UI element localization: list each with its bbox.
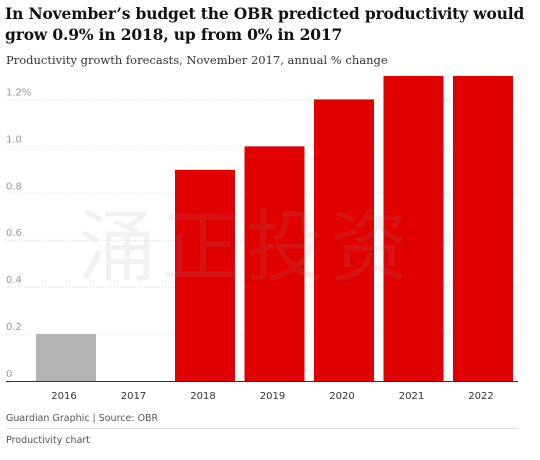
source-credit: Guardian Graphic | Source: OBR (6, 413, 159, 424)
y-tick-label: 0.6 (6, 228, 22, 239)
bar-2021 (383, 76, 444, 381)
y-axis: 0 0.2 0.4 0.6 0.8 1.0 1.2% (6, 87, 31, 380)
footer-divider (6, 428, 518, 429)
bar-2016 (36, 334, 96, 381)
x-tick-label: 2019 (260, 391, 285, 402)
plot-area: 0 0.2 0.4 0.6 0.8 1.0 1.2% 2016 2017 2018 2019 2020… (0, 60, 540, 410)
x-tick-label: 2020 (329, 391, 354, 402)
bars (36, 76, 513, 381)
bar-2018 (175, 169, 235, 381)
y-tick-label: 0 (6, 369, 12, 380)
y-tick-label: 0.8 (6, 181, 22, 192)
bar-2019 (244, 146, 305, 381)
x-axis: 2016 2017 2018 2019 2020 2021 2022 (51, 391, 493, 402)
y-tick-label: 0.2 (6, 322, 22, 333)
y-tick-label: 0.4 (6, 275, 22, 286)
bar-2020 (314, 99, 374, 381)
bar-chart: 0 0.2 0.4 0.6 0.8 1.0 1.2% 2016 2017 2018 2019 2020… (6, 76, 518, 402)
chart-subtitle: Productivity growth forecasts, November … (6, 53, 388, 67)
x-tick-label: 2017 (121, 391, 146, 402)
x-tick-label: 2022 (468, 391, 493, 402)
chart-caption: Productivity chart (6, 435, 91, 446)
y-tick-label: 1.0 (6, 134, 22, 145)
bar-2022 (453, 76, 513, 381)
chart-title: In November’s budget the OBR predicted p… (5, 4, 525, 44)
y-tick-label: 1.2% (6, 87, 31, 98)
x-tick-label: 2018 (190, 391, 215, 402)
x-tick-label: 2016 (51, 391, 76, 402)
x-tick-label: 2021 (399, 391, 424, 402)
